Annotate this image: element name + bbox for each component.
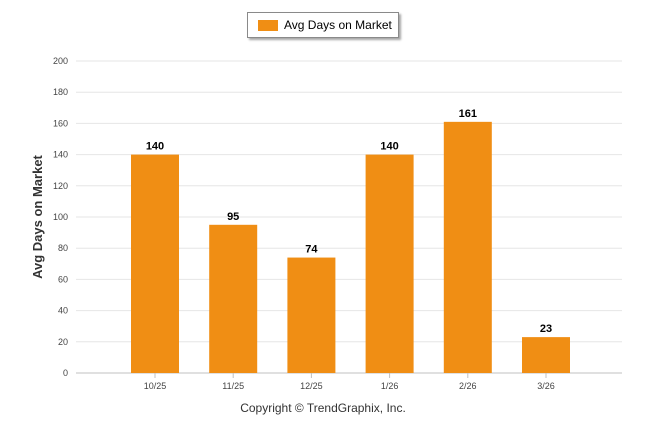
- bar: [522, 337, 570, 373]
- y-axis-title: Avg Days on Market: [30, 154, 45, 278]
- y-tick-label: 200: [53, 56, 68, 66]
- data-label: 140: [146, 141, 164, 153]
- x-tick-label: 10/25: [144, 381, 167, 391]
- bar: [209, 224, 258, 373]
- bars: [131, 121, 570, 373]
- y-tick-label: 0: [63, 368, 68, 378]
- x-tick-label: 2/26: [459, 381, 477, 391]
- data-label: 95: [227, 211, 239, 223]
- x-tick-label: 12/25: [300, 381, 323, 391]
- bar: [365, 154, 414, 373]
- y-tick-label: 60: [58, 274, 68, 284]
- y-tick-label: 40: [58, 306, 68, 316]
- data-label: 161: [459, 108, 477, 120]
- y-tick-label: 100: [53, 212, 68, 222]
- x-tick-label: 1/26: [381, 381, 399, 391]
- y-axis-ticks: 0 20 40 60 80 100 120 140 160 180 200: [53, 56, 68, 378]
- y-tick-label: 180: [53, 87, 68, 97]
- y-tick-label: 140: [53, 150, 68, 160]
- legend[interactable]: Avg Days on Market: [247, 12, 399, 38]
- x-tick-label: 11/25: [222, 381, 244, 391]
- bar: [443, 121, 492, 373]
- legend-label: Avg Days on Market: [284, 18, 392, 32]
- x-axis-ticks: 10/25 11/25 12/25 1/26 2/26 3/26: [144, 373, 555, 391]
- bar: [287, 257, 336, 373]
- data-label: 74: [305, 244, 318, 256]
- y-tick-label: 80: [58, 243, 68, 253]
- data-label: 140: [380, 141, 398, 153]
- y-tick-label: 20: [58, 337, 68, 347]
- data-labels: 140 95 74 140 161 23: [146, 108, 552, 335]
- y-tick-label: 160: [53, 118, 68, 128]
- legend-swatch: [258, 19, 278, 31]
- copyright-text: Copyright © TrendGraphix, Inc.: [240, 401, 406, 415]
- data-label: 23: [540, 323, 552, 335]
- bar: [131, 154, 179, 373]
- x-tick-label: 3/26: [537, 381, 555, 391]
- y-tick-label: 120: [53, 181, 68, 191]
